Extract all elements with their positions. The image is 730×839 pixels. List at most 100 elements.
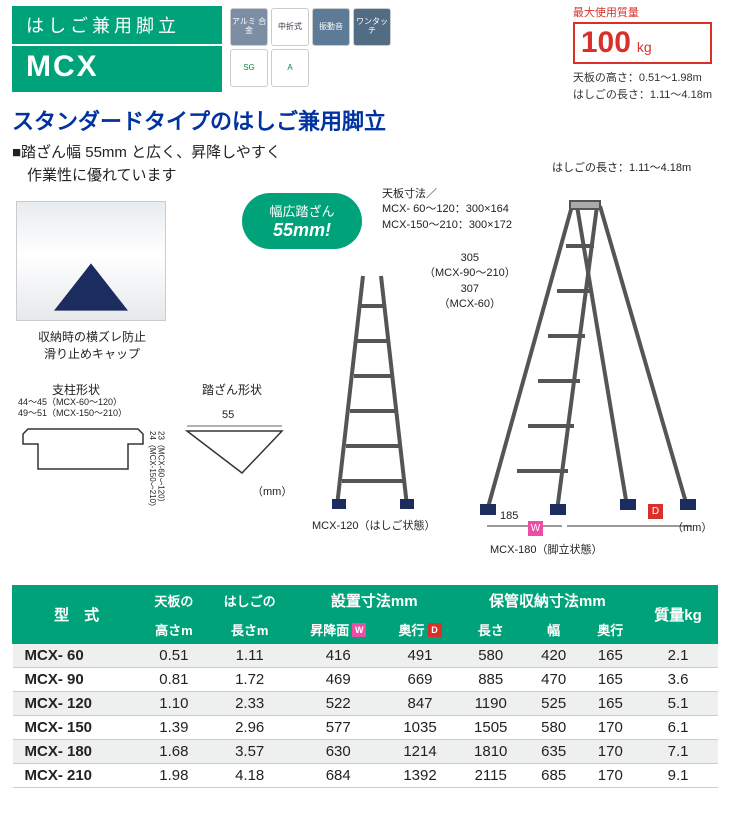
th-store-w: 幅 bbox=[525, 616, 582, 644]
cell-model: MCX- 60 bbox=[13, 644, 141, 668]
cell-install-d: 1392 bbox=[384, 764, 456, 788]
cell-model: MCX- 210 bbox=[13, 764, 141, 788]
product-model: MCX bbox=[12, 46, 222, 92]
w-dim-185: 185 bbox=[500, 509, 518, 524]
stepladder-drawing bbox=[462, 191, 702, 531]
th-store: 保管収納寸法mm bbox=[456, 586, 639, 616]
cell-install-w: 522 bbox=[292, 692, 384, 716]
sub-specs: 天板の高さ：0.51〜1.98m はしごの長さ：1.11〜4.18m bbox=[573, 70, 712, 103]
cell-height: 1.39 bbox=[141, 716, 207, 740]
th-length-2: 長さm bbox=[207, 616, 293, 644]
cell-install-w: 684 bbox=[292, 764, 384, 788]
max-load-label: 最大使用質量 bbox=[573, 4, 712, 20]
cell-install-w: 630 bbox=[292, 740, 384, 764]
th-install-d: 奥行D bbox=[384, 616, 456, 644]
badge-foldable: 中折式 bbox=[271, 8, 309, 46]
badge-jla-mark: A bbox=[271, 49, 309, 87]
badge-aluminum: アルミ 合金 bbox=[230, 8, 268, 46]
ladder-length-spec: はしごの長さ：1.11〜4.18m bbox=[552, 161, 691, 176]
cell-length: 2.96 bbox=[207, 716, 293, 740]
cell-store-w: 635 bbox=[525, 740, 582, 764]
cell-store-w: 470 bbox=[525, 668, 582, 692]
badge-sg-mark: SG bbox=[230, 49, 268, 87]
cell-install-w: 469 bbox=[292, 668, 384, 692]
table-row: MCX- 1801.683.57630121418106351707.1 bbox=[13, 740, 718, 764]
cell-model: MCX- 180 bbox=[13, 740, 141, 764]
cell-install-d: 847 bbox=[384, 692, 456, 716]
w-marker: W bbox=[528, 521, 543, 536]
cell-install-w: 577 bbox=[292, 716, 384, 740]
cell-mass: 6.1 bbox=[639, 716, 718, 740]
th-length-1: はしごの bbox=[207, 586, 293, 616]
part-caption: 収納時の横ズレ防止 滑り止めキャップ bbox=[12, 329, 172, 363]
caption-stepladder-state: MCX-180（脚立状態） bbox=[490, 541, 602, 557]
table-row: MCX- 1501.392.96577103515055801706.1 bbox=[13, 716, 718, 740]
cell-store-w: 420 bbox=[525, 644, 582, 668]
cell-height: 1.98 bbox=[141, 764, 207, 788]
cell-install-d: 491 bbox=[384, 644, 456, 668]
max-load-number: 100 bbox=[581, 26, 631, 60]
cell-store-w: 685 bbox=[525, 764, 582, 788]
leg-profile-drawing bbox=[18, 419, 148, 479]
cell-length: 1.11 bbox=[207, 644, 293, 668]
cell-store-w: 525 bbox=[525, 692, 582, 716]
cell-install-d: 1214 bbox=[384, 740, 456, 764]
cell-model: MCX- 90 bbox=[13, 668, 141, 692]
cell-model: MCX- 120 bbox=[13, 692, 141, 716]
pill-line2: 55mm! bbox=[273, 220, 331, 241]
step-profile-width: 55 bbox=[222, 409, 234, 421]
cell-store-l: 1810 bbox=[456, 740, 525, 764]
spec-table: 型 式 天板の はしごの 設置寸法mm 保管収納寸法mm 質量kg 高さm 長さ… bbox=[12, 585, 718, 788]
tagline: スタンダードタイプのはしご兼用脚立 bbox=[12, 104, 718, 136]
th-d-box: D bbox=[428, 623, 442, 637]
th-install: 設置寸法mm bbox=[292, 586, 456, 616]
cell-store-w: 580 bbox=[525, 716, 582, 740]
caption-ladder-state: MCX-120（はしご状態） bbox=[312, 517, 435, 533]
cell-store-d: 165 bbox=[582, 668, 639, 692]
table-row: MCX- 900.811.724696698854701653.6 bbox=[13, 668, 718, 692]
th-install-w: 昇降面W bbox=[292, 616, 384, 644]
cell-mass: 7.1 bbox=[639, 740, 718, 764]
cell-store-l: 580 bbox=[456, 644, 525, 668]
cell-store-l: 885 bbox=[456, 668, 525, 692]
th-store-l: 長さ bbox=[456, 616, 525, 644]
leg-profile-dim-side: 23（MCX-60〜120） 24（MCX-150〜210） bbox=[147, 431, 165, 511]
cell-length: 2.33 bbox=[207, 692, 293, 716]
foot-cap-icon bbox=[54, 263, 128, 310]
th-height-1: 天板の bbox=[141, 586, 207, 616]
th-w-box: W bbox=[352, 623, 366, 637]
cell-height: 1.10 bbox=[141, 692, 207, 716]
th-store-d: 奥行 bbox=[582, 616, 639, 644]
cell-mass: 5.1 bbox=[639, 692, 718, 716]
table-row: MCX- 1201.102.3352284711905251655.1 bbox=[13, 692, 718, 716]
cell-length: 3.57 bbox=[207, 740, 293, 764]
cell-store-d: 170 bbox=[582, 764, 639, 788]
cell-store-l: 1190 bbox=[456, 692, 525, 716]
spec-table-body: MCX- 600.511.114164915804201652.1MCX- 90… bbox=[13, 644, 718, 788]
product-category: はしご兼用脚立 bbox=[12, 6, 222, 44]
spec-ladder-length: はしごの長さ：1.11〜4.18m bbox=[573, 87, 712, 104]
step-profile-drawing bbox=[182, 423, 292, 478]
badge-vibration: 振動音 bbox=[312, 8, 350, 46]
cell-height: 0.51 bbox=[141, 644, 207, 668]
max-load-unit: kg bbox=[637, 39, 652, 55]
table-row: MCX- 2101.984.18684139221156851709.1 bbox=[13, 764, 718, 788]
th-height-2: 高さm bbox=[141, 616, 207, 644]
cell-length: 4.18 bbox=[207, 764, 293, 788]
max-load-value: 100 kg bbox=[573, 22, 712, 64]
max-load-box: 最大使用質量 100 kg 天板の高さ：0.51〜1.98m はしごの長さ：1.… bbox=[573, 4, 712, 103]
cell-install-d: 669 bbox=[384, 668, 456, 692]
cell-model: MCX- 150 bbox=[13, 716, 141, 740]
d-marker: D bbox=[648, 504, 663, 519]
cell-mass: 9.1 bbox=[639, 764, 718, 788]
leg-profile-dim-top: 44〜45（MCX-60〜120） 49〜51（MCX-150〜210） bbox=[18, 397, 127, 419]
cell-height: 0.81 bbox=[141, 668, 207, 692]
cell-store-d: 170 bbox=[582, 716, 639, 740]
cell-store-d: 170 bbox=[582, 740, 639, 764]
ladder-extended-drawing bbox=[317, 271, 437, 511]
cell-install-w: 416 bbox=[292, 644, 384, 668]
title-block: はしご兼用脚立 MCX bbox=[12, 6, 222, 92]
cell-length: 1.72 bbox=[207, 668, 293, 692]
pill-line1: 幅広踏ざん bbox=[269, 201, 334, 220]
badge-onetouch: ワンタッチ bbox=[353, 8, 391, 46]
